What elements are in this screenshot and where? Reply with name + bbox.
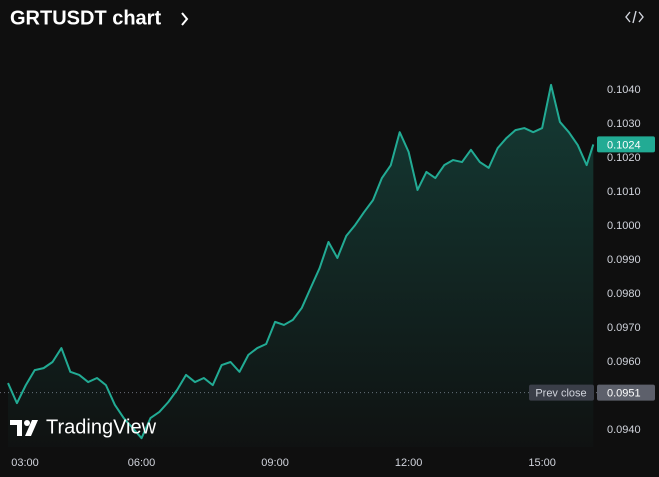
y-tick-label: 0.1040 [607,84,641,96]
title-chevron[interactable] [181,12,189,26]
y-tick-label: 0.1010 [607,186,641,198]
x-tick-label: 06:00 [128,457,156,469]
prev-close-value-tag [597,384,655,401]
y-tick-label: 0.0980 [607,288,641,300]
y-tick-label: 0.0960 [607,356,641,368]
x-tick-label: 03:00 [11,457,39,469]
prev-close-tag-bg [529,384,594,401]
area-fill [8,84,594,448]
prev-close-text: Prev close [535,388,586,400]
y-tick-label: 0.0990 [607,254,641,266]
y-tick-label: 0.1000 [607,220,641,232]
y-tick-label: 0.1020 [607,152,641,164]
last-price-label: 0.1024 [607,139,641,151]
y-tick-label: 0.1030 [607,118,641,130]
y-tick-label: 0.0970 [607,322,641,334]
chart-title[interactable]: GRTUSDT chart [10,7,161,29]
x-tick-label: 15:00 [528,457,556,469]
watermark-text: TradingView [46,416,157,438]
last-price-tag [597,136,655,153]
price-line [7,83,595,440]
embed-icon[interactable] [625,10,644,24]
watermark-logo [10,420,38,436]
prev-close-value: 0.0951 [607,388,641,400]
y-tick-label: 0.0940 [607,424,641,436]
x-tick-label: 12:00 [395,457,423,469]
x-tick-label: 09:00 [261,457,289,469]
